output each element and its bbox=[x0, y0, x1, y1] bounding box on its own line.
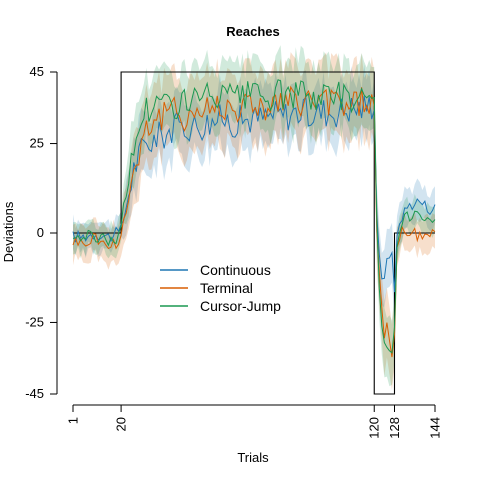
x-axis-label: Trials bbox=[237, 450, 269, 465]
band-continuous bbox=[73, 64, 435, 322]
y-tick-label: 0 bbox=[37, 225, 44, 240]
line-cursor-jump bbox=[72, 79, 436, 354]
legend-label: Cursor-Jump bbox=[200, 298, 281, 314]
series-bands bbox=[73, 45, 435, 390]
band-terminal bbox=[73, 52, 435, 390]
legend-label: Terminal bbox=[200, 280, 253, 296]
band-cursor-jump bbox=[73, 45, 435, 387]
schedule-line bbox=[73, 71, 435, 395]
y-tick-label: -25 bbox=[25, 314, 44, 329]
legend-label: Continuous bbox=[200, 262, 271, 278]
x-tick-label: 144 bbox=[428, 417, 443, 439]
x-tick-label: 120 bbox=[367, 417, 382, 439]
y-tick-label: 45 bbox=[30, 64, 44, 79]
y-axis-label: Deviations bbox=[1, 201, 16, 262]
y-tick-label: -45 bbox=[25, 386, 44, 401]
series-lines bbox=[72, 79, 436, 358]
perturbation-schedule bbox=[73, 71, 435, 395]
legend: Continuous Terminal Cursor-Jump bbox=[160, 262, 281, 314]
x-tick-label: 128 bbox=[387, 417, 402, 439]
x-tick-label: 20 bbox=[114, 417, 129, 431]
x-tick-label: 1 bbox=[66, 417, 81, 424]
y-tick-label: 25 bbox=[30, 136, 44, 151]
chart-title: Reaches bbox=[226, 24, 279, 39]
